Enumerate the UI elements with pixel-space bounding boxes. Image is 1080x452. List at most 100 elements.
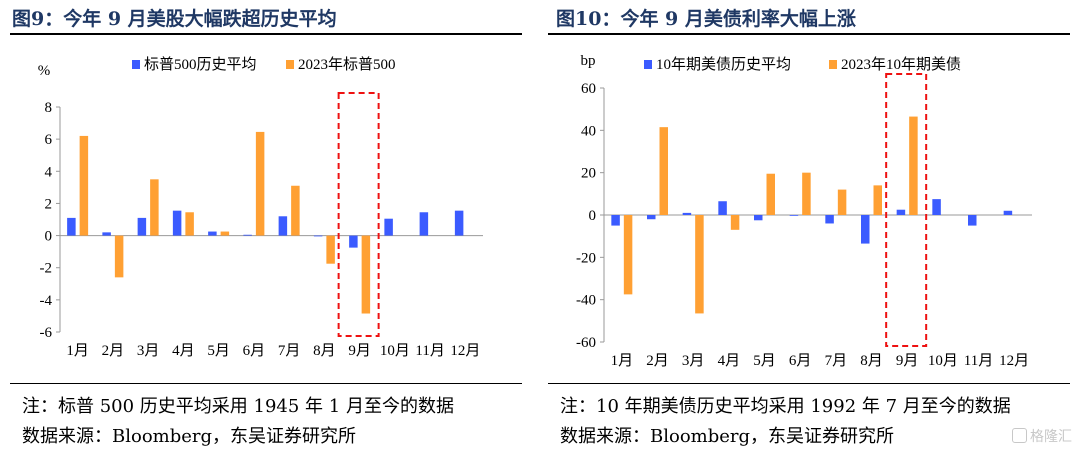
bar-2023-1 [79, 135, 89, 236]
x-category-label: 12月 [450, 343, 480, 359]
x-category-label: 9月 [348, 343, 371, 359]
bar-2023-8 [873, 185, 882, 215]
y-tick-label: 4 [45, 164, 53, 180]
legend-swatch-0 [132, 60, 140, 69]
x-category-label: 3月 [682, 353, 705, 369]
x-category-label: 7月 [278, 343, 301, 359]
x-category-label: 5月 [753, 353, 776, 369]
bar-historical-avg-12 [1003, 210, 1013, 215]
x-category-label: 7月 [825, 353, 848, 369]
x-category-label: 11月 [964, 353, 993, 369]
y-tick-label: -40 [576, 293, 596, 309]
bar-chart-ust10y: 60 40 20 0 -20 -40 -60 bp 1月 2月 3月 4月 5月 6月 7月 8月 9月 10月 1… [576, 53, 1032, 369]
x-category-label: 8月 [313, 343, 336, 359]
bar-historical-avg-6 [243, 234, 252, 236]
bar-historical-avg-3 [682, 212, 692, 215]
bar-historical-avg-8 [313, 235, 323, 237]
x-category-label: 12月 [999, 353, 1029, 369]
y-tick-label: 40 [581, 123, 596, 139]
legend-label-0: 10年期美债历史平均 [656, 56, 791, 73]
highlight-box-september [337, 92, 380, 337]
bar-2023-7 [837, 189, 847, 215]
watermark-text: 格隆汇 [1030, 429, 1072, 445]
y-tick-label: -20 [576, 250, 596, 266]
bar-historical-avg-1 [67, 217, 76, 236]
x-category-label: 5月 [207, 343, 230, 359]
bar-historical-avg-2 [102, 232, 111, 236]
note-rule-right [548, 383, 1070, 384]
bar-historical-avg-11 [968, 215, 977, 226]
x-category-label: 9月 [896, 353, 919, 369]
x-category-label: 2月 [646, 353, 669, 369]
bar-2023-9 [361, 235, 371, 314]
bar-2023-4 [185, 212, 194, 236]
watermark-logo-icon [1012, 428, 1027, 443]
x-category-label: 10月 [928, 353, 958, 369]
bar-historical-avg-7 [825, 215, 834, 224]
y-tick-label: 8 [45, 100, 53, 116]
x-category-label: 6月 [243, 343, 266, 359]
y-tick-label: -4 [40, 293, 53, 309]
legend-swatch-0 [644, 60, 652, 69]
bar-historical-avg-1 [611, 215, 620, 226]
bar-2023-6 [802, 172, 811, 215]
bar-historical-avg-9 [896, 209, 906, 215]
bar-2023-9 [909, 116, 918, 215]
bar-chart-sp500: 8 6 4 2 0 -2 -4 -6% 1月 2月 3月 4月 5月 6月 7月 8月 9月 10月 11月 12月 标… [38, 56, 483, 359]
x-category-label: 4月 [172, 343, 195, 359]
bar-historical-avg-11 [419, 212, 429, 236]
bar-historical-avg-5 [754, 215, 763, 221]
note-rule-left [10, 383, 522, 384]
bar-historical-avg-6 [789, 215, 799, 216]
y-tick-label: 0 [589, 208, 597, 224]
bar-historical-avg-12 [454, 210, 464, 236]
y-axis-unit-label: % [38, 63, 51, 79]
chart-title-right: 图10：今年 9 月美债利率大幅上涨 [556, 8, 856, 30]
y-tick-label: -6 [40, 325, 53, 341]
legend-label-0: 标普500历史平均 [144, 56, 257, 73]
y-axis-unit-label: bp [581, 53, 596, 69]
y-tick-label: 2 [45, 196, 53, 212]
bar-historical-avg-2 [647, 215, 656, 220]
x-category-label: 8月 [860, 353, 883, 369]
x-category-label: 11月 [415, 343, 444, 359]
bar-historical-avg-7 [278, 216, 288, 236]
bar-2023-4 [730, 215, 740, 230]
y-tick-label: 0 [45, 229, 53, 245]
watermark: 格隆汇 [1012, 426, 1072, 446]
x-category-label: 10月 [380, 343, 410, 359]
bar-2023-1 [623, 215, 633, 295]
bar-historical-avg-8 [861, 215, 870, 244]
y-tick-label: 6 [45, 132, 53, 148]
bar-2023-3 [150, 179, 159, 236]
bar-2023-6 [255, 131, 265, 236]
bar-historical-avg-10 [932, 199, 941, 215]
y-tick-label: -60 [576, 335, 596, 351]
legend-swatch-1 [829, 60, 837, 69]
bar-2023-8 [326, 235, 335, 264]
x-category-label: 3月 [137, 343, 160, 359]
bar-2023-5 [220, 231, 230, 236]
y-tick-label: 20 [581, 166, 596, 182]
legend-label-1: 2023年标普500 [298, 56, 396, 73]
bar-historical-avg-3 [137, 217, 147, 236]
x-category-label: 2月 [102, 343, 125, 359]
bar-historical-avg-4 [172, 210, 182, 236]
highlight-box-september [885, 73, 928, 347]
title-rule-left [10, 33, 522, 35]
bar-2023-2 [114, 235, 124, 278]
title-rule-right [548, 33, 1070, 35]
source-left: 数据来源：Bloomberg，东吴证券研究所 [22, 426, 357, 447]
bar-historical-avg-4 [718, 201, 727, 215]
bar-historical-avg-9 [349, 235, 358, 248]
y-tick-label: -2 [40, 261, 53, 277]
bar-2023-3 [695, 215, 704, 314]
x-category-label: 4月 [718, 353, 741, 369]
bar-2023-5 [766, 173, 775, 215]
note-left: 注：标普 500 历史平均采用 1945 年 1 月至今的数据 [22, 396, 454, 417]
bar-historical-avg-10 [384, 218, 393, 236]
bar-2023-2 [659, 127, 668, 215]
x-category-label: 1月 [66, 343, 89, 359]
legend-label-1: 2023年10年期美债 [841, 56, 961, 73]
legend-swatch-1 [286, 60, 294, 69]
